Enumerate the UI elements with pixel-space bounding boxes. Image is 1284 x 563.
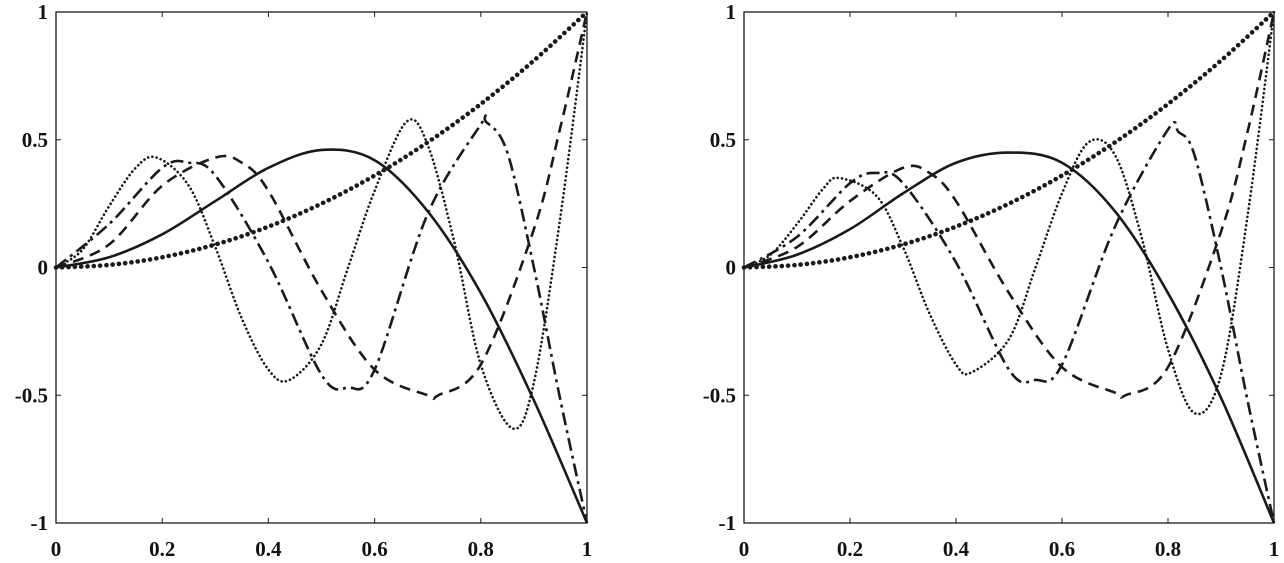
series-line-dotted-heavy (741, 9, 1277, 270)
series-line-dotted (742, 10, 1276, 416)
x-tick-label: 1 (1269, 537, 1280, 561)
right-chart: 0 0.2 0.4 0.6 0.8 1 -1 -0.5 0 0.5 1 (703, 0, 1280, 561)
y-tick-label: 0.5 (22, 128, 48, 152)
series-line-dash-dot (743, 120, 1276, 524)
axes-box (55, 11, 588, 524)
left-chart: 0 0.2 0.4 0.6 0.8 1 -1 -0.5 0 0.5 1 (15, 0, 593, 561)
x-tick-label: 0.4 (943, 537, 970, 561)
y-tick-label: -0.5 (15, 383, 48, 407)
y-tick-label: 0 (38, 256, 49, 280)
series-line-dotted (54, 10, 589, 431)
series-line-dashed (55, 11, 589, 401)
series-group (741, 9, 1277, 524)
y-tick-label: -1 (31, 511, 49, 535)
x-tick-label: 0.8 (468, 537, 494, 561)
y-tick-label: 1 (38, 0, 49, 24)
x-tick-label: 0.8 (1155, 537, 1181, 561)
x-tick-label: 0.2 (837, 537, 863, 561)
x-tick-label: 0.4 (255, 537, 282, 561)
x-tick-label: 0 (51, 537, 62, 561)
series-line-dotted-heavy (53, 9, 590, 270)
series-line-dash-dot (55, 114, 589, 524)
axes-box (743, 11, 1275, 524)
series-line-solid (55, 148, 589, 524)
y-tick-label: 0 (726, 256, 737, 280)
y-tick-label: 0.5 (710, 128, 736, 152)
y-tick-label: 1 (726, 0, 737, 24)
series-group (53, 9, 590, 524)
x-tick-label: 0 (739, 537, 750, 561)
series-line-solid (743, 151, 1276, 524)
x-tick-label: 1 (582, 537, 593, 561)
y-tick-label: -0.5 (703, 383, 736, 407)
x-tick-label: 0.6 (361, 537, 387, 561)
series-line-dashed (743, 11, 1276, 399)
x-tick-label: 0.6 (1049, 537, 1075, 561)
y-tick-label: -1 (719, 511, 737, 535)
x-tick-label: 0.2 (149, 537, 175, 561)
